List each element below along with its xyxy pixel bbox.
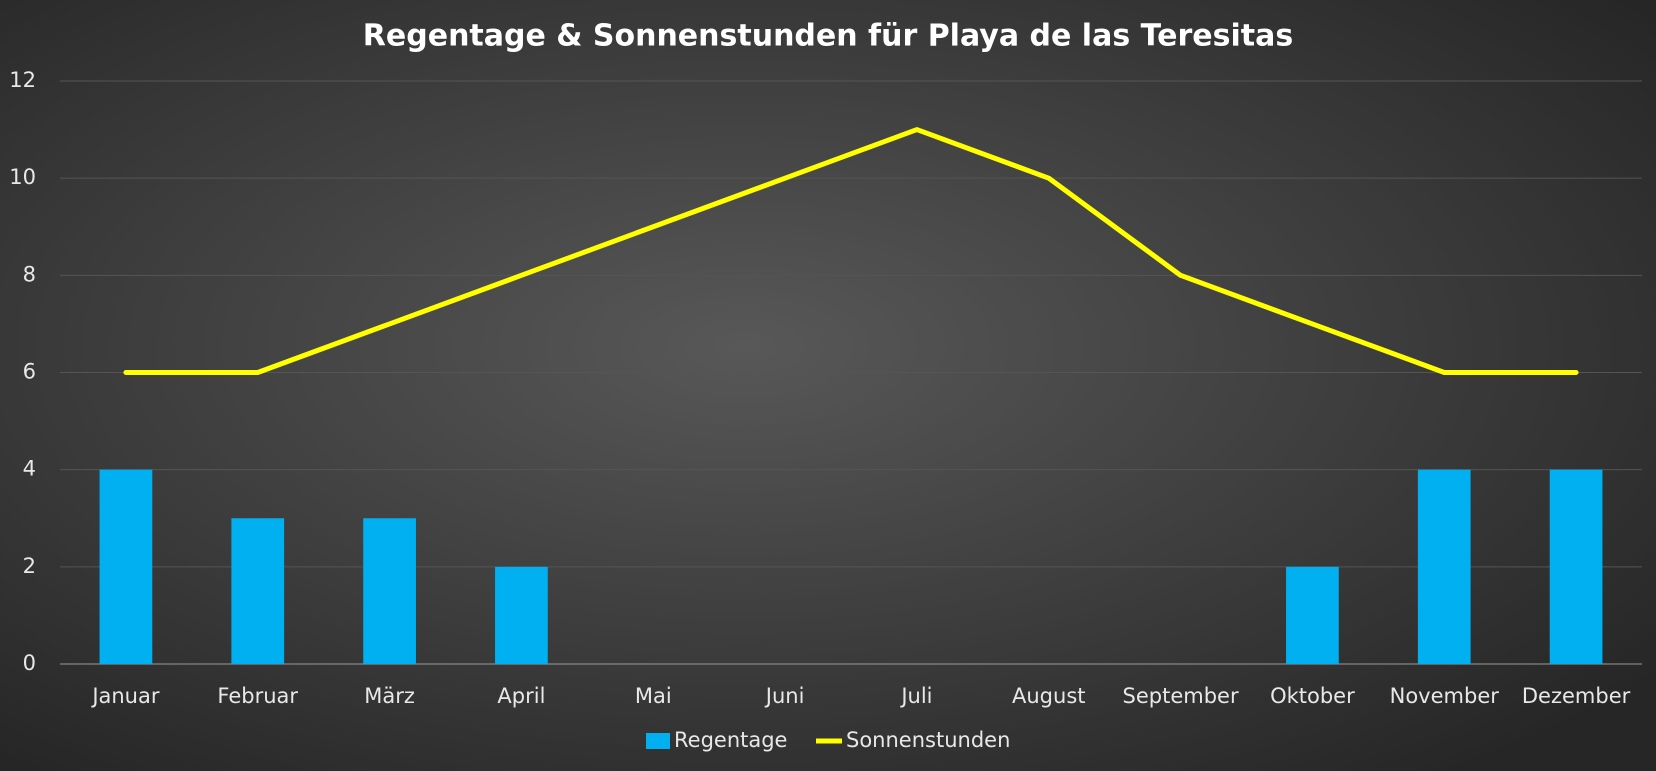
legend-label: Sonnenstunden: [846, 728, 1010, 752]
x-tick-label: Januar: [90, 684, 160, 708]
bar: [1286, 566, 1339, 664]
x-tick-label: Juli: [899, 684, 932, 708]
y-tick-label: 4: [23, 457, 36, 481]
y-tick-label: 8: [23, 262, 36, 286]
x-tick-label: Juni: [764, 684, 805, 708]
line: [123, 127, 1579, 375]
x-tick-label: April: [497, 684, 545, 708]
x-tick-label: Oktober: [1270, 684, 1355, 708]
y-tick-label: 6: [23, 360, 36, 384]
bar: [99, 469, 153, 664]
y-tick-label: 2: [23, 554, 36, 578]
y-tick-label: 0: [23, 651, 36, 675]
bar: [363, 518, 416, 664]
y-tick-label: 10: [9, 165, 36, 189]
legend-label: Regentage: [674, 728, 787, 752]
x-tick-label: September: [1123, 684, 1239, 708]
x-tick-label: Mai: [635, 684, 672, 708]
y-tick-label: 12: [9, 68, 36, 92]
bar: [1549, 469, 1603, 664]
x-tick-label: Dezember: [1522, 684, 1631, 708]
bar: [231, 518, 285, 664]
x-tick-label: August: [1012, 684, 1086, 708]
chart-title: Regentage & Sonnenstunden für Playa de l…: [363, 19, 1293, 54]
x-tick-label: November: [1390, 684, 1500, 708]
bar: [1417, 469, 1471, 664]
x-tick-label: März: [364, 684, 415, 708]
bar: [495, 566, 548, 664]
x-tick-label: Februar: [217, 684, 298, 708]
legend-swatch: [646, 733, 670, 749]
